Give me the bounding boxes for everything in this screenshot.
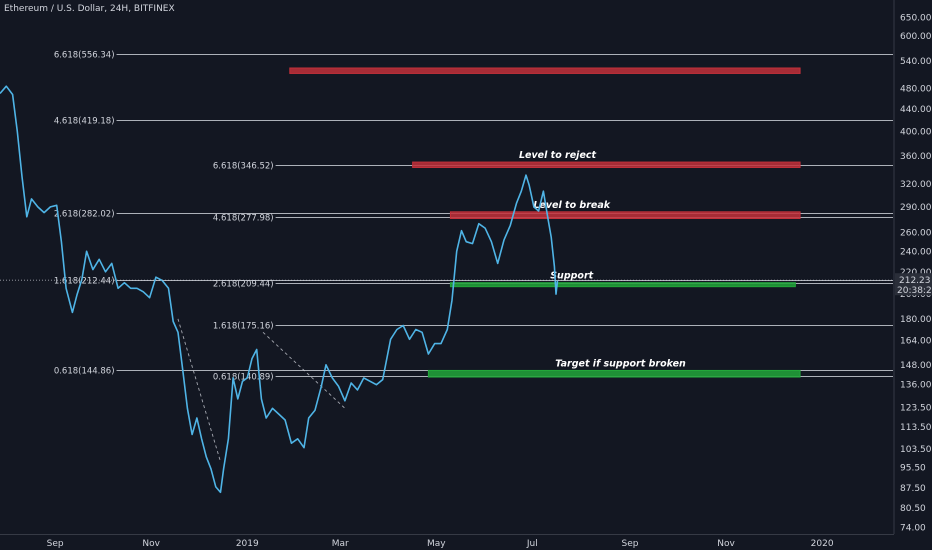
fib-level-label: 2.618(209.44) bbox=[213, 280, 274, 290]
zone-label: Level to break bbox=[533, 200, 610, 211]
last-price-value: 212.23 bbox=[899, 276, 931, 286]
fib-level-label: 0.618(140.89) bbox=[213, 373, 274, 383]
y-tick-label: 103.50 bbox=[900, 445, 932, 455]
price-series bbox=[0, 85, 559, 494]
y-tick-label: 123.50 bbox=[900, 403, 932, 413]
x-tick-label: Jul bbox=[526, 539, 538, 549]
y-tick-label: 480.00 bbox=[900, 85, 932, 95]
fib-level-label: 1.618(212.44) bbox=[54, 277, 115, 287]
fib-level-label: 4.618(419.18) bbox=[54, 117, 115, 127]
y-tick-label: 600.00 bbox=[900, 32, 932, 42]
x-tick-label: Nov bbox=[717, 539, 735, 549]
price-line bbox=[0, 85, 559, 494]
zone-target-if-support-broken bbox=[427, 369, 801, 378]
y-tick-label: 260.00 bbox=[900, 229, 932, 239]
zone-level-to-break bbox=[449, 211, 801, 220]
trend-line bbox=[177, 318, 221, 462]
trend-lines bbox=[177, 318, 346, 462]
x-tick-label: Sep bbox=[47, 539, 64, 549]
x-tick-label: May bbox=[427, 539, 446, 549]
zone-label: Support bbox=[550, 271, 593, 282]
x-tick-label: Nov bbox=[142, 539, 160, 549]
zone-upper-resistance bbox=[289, 67, 801, 74]
axis-ticks: 650.00 600.00 540.00 480.00 440.00 400.00 360.… bbox=[47, 13, 932, 549]
candle-countdown: 20:38:21 bbox=[897, 286, 932, 296]
fib-level-label: 6.618(346.52) bbox=[213, 162, 274, 172]
y-tick-label: 80.50 bbox=[900, 504, 926, 514]
y-tick-label: 220.00 bbox=[900, 268, 932, 278]
y-tick-label: 240.00 bbox=[900, 247, 932, 257]
y-tick-label: 650.00 bbox=[900, 13, 932, 23]
x-tick-label: 2020 bbox=[811, 539, 834, 549]
x-tick-label: 2019 bbox=[236, 539, 259, 549]
y-tick-label: 400.00 bbox=[900, 127, 932, 137]
fib-level-label: 4.618(277.98) bbox=[213, 214, 274, 224]
y-tick-label: 360.00 bbox=[900, 152, 932, 162]
y-tick-label: 136.00 bbox=[900, 381, 932, 391]
y-tick-label: 113.50 bbox=[900, 423, 932, 433]
y-tick-label: 540.00 bbox=[900, 57, 932, 67]
price-zones: Level to reject Level to break Support Targ… bbox=[289, 67, 801, 378]
y-tick-label: 290.00 bbox=[900, 203, 932, 213]
zone-level-to-reject bbox=[412, 161, 801, 168]
y-tick-label: 74.00 bbox=[900, 524, 926, 534]
last-price-badge bbox=[895, 273, 932, 296]
y-tick-label: 95.50 bbox=[900, 464, 926, 474]
y-tick-label: 148.00 bbox=[900, 361, 932, 371]
trend-line bbox=[262, 331, 346, 409]
fib-level-label: 2.618(282.02) bbox=[54, 210, 115, 220]
y-tick-label: 180.00 bbox=[900, 315, 932, 325]
y-tick-label: 440.00 bbox=[900, 105, 932, 115]
y-tick-label: 320.00 bbox=[900, 180, 932, 190]
chart-title: Ethereum / U.S. Dollar, 24H, BITFINEX bbox=[4, 4, 175, 14]
x-tick-label: Mar bbox=[332, 539, 349, 549]
fib-level-label: 6.618(556.34) bbox=[54, 51, 115, 61]
y-tick-label: 164.00 bbox=[900, 337, 932, 347]
zone-label: Target if support broken bbox=[555, 358, 686, 369]
fib-level-label: 1.618(175.16) bbox=[213, 322, 274, 332]
fib-level-label: 0.618(144.86) bbox=[54, 367, 115, 377]
zone-label: Level to reject bbox=[519, 150, 597, 161]
x-tick-label: Sep bbox=[621, 539, 638, 549]
y-tick-label: 87.50 bbox=[900, 484, 926, 494]
zone-support bbox=[449, 282, 796, 288]
